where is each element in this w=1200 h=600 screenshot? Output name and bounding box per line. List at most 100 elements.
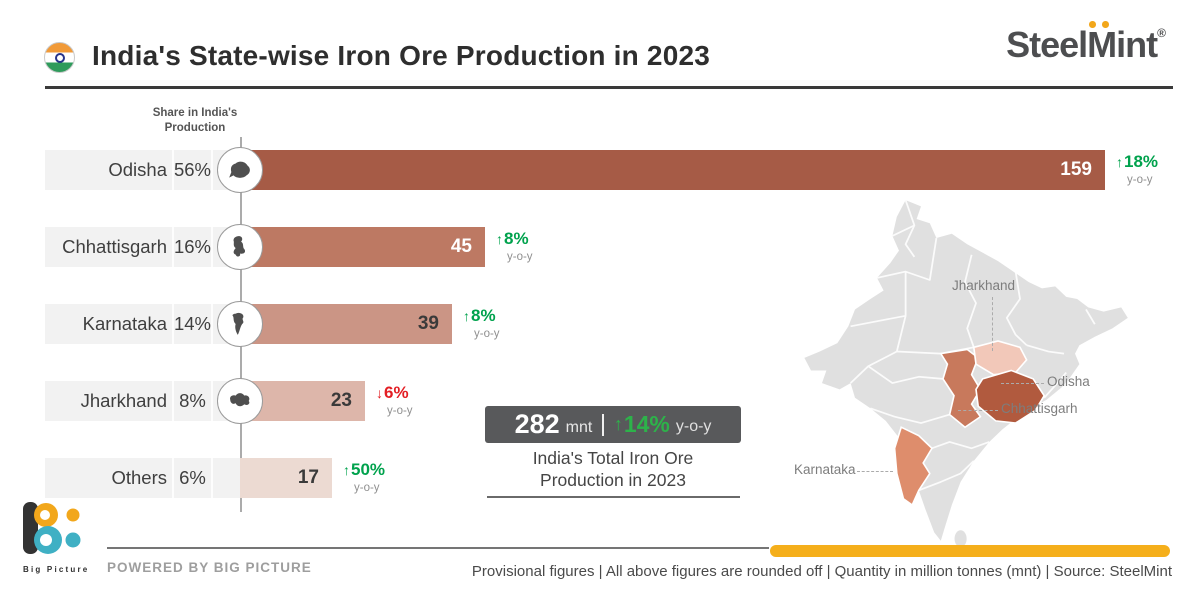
map-label-karnataka: Karnataka [794, 462, 856, 477]
bar-value-label: 17 [297, 467, 319, 488]
india-map-svg [804, 199, 1128, 548]
share-column-header: Share in India's Production [152, 107, 238, 134]
total-yoy-label: y-o-y [675, 417, 712, 435]
up-arrow-icon: ↑ [613, 414, 623, 434]
title-divider [45, 86, 1173, 89]
yoy-percent: 8% [471, 306, 496, 325]
total-yoy-percent: 14% [623, 411, 670, 437]
total-caption: India's Total Iron Ore Production in 202… [532, 448, 694, 490]
cell-divider [172, 304, 174, 344]
yoy-change: ↑8% y-o-y [496, 230, 533, 266]
leader-line [958, 410, 998, 411]
cell-divider [172, 381, 174, 421]
map-label-jharkhand: Jharkhand [952, 278, 1016, 293]
yoy-label: y-o-y [354, 482, 380, 494]
cell-divider [211, 381, 213, 421]
badge-divider [602, 413, 604, 436]
bar-value-label: 23 [330, 390, 352, 411]
state-shape-icon [217, 224, 263, 270]
bar-row: Chhattisgarh 16% 45 ↑8% y-o-y [0, 224, 1200, 270]
bar-row: Karnataka 14% 39 ↑8% y-o-y [0, 301, 1200, 347]
yoy-change: ↑18% y-o-y [1116, 153, 1158, 189]
bar: 39 [240, 304, 452, 344]
yellow-accent-band [770, 545, 1170, 557]
brand-text: Steel [1006, 24, 1088, 65]
share-value: 56% [173, 159, 212, 180]
leader-line [857, 471, 893, 472]
up-arrow-icon: ↑ [463, 308, 470, 324]
steelmint-logo: Steel Mint® [1006, 21, 1166, 66]
yoy-percent: 8% [504, 229, 529, 248]
cell-divider [211, 227, 213, 267]
up-arrow-icon: ↑ [496, 231, 503, 247]
down-arrow-icon: ↓ [376, 385, 383, 401]
row-background [45, 381, 240, 421]
leader-line [992, 297, 993, 351]
yoy-percent: 50% [351, 460, 386, 479]
india-flag-icon [44, 42, 75, 73]
caption-divider [487, 496, 740, 498]
up-arrow-icon: ↑ [1116, 154, 1123, 170]
bar-value-label: 45 [450, 236, 472, 257]
brand-m-dots-icon: M [1087, 21, 1117, 66]
state-label: Odisha [108, 159, 167, 180]
total-value: 282 [514, 409, 560, 439]
row-background [45, 150, 240, 190]
total-production-badge: 282 mnt ↑ 14% y-o-y [485, 406, 741, 443]
state-shape-icon [217, 378, 263, 424]
sri-lanka-shape [954, 530, 967, 548]
footer-divider [107, 547, 769, 549]
big-picture-wordmark: Big Picture [23, 565, 90, 574]
bar-value-label: 159 [1060, 159, 1092, 180]
row-background [45, 304, 240, 344]
india-map: Jharkhand Odisha Chhattisgarh Karnataka [794, 198, 1140, 548]
bar: 17 [240, 458, 332, 498]
cell-divider [211, 150, 213, 190]
state-label: Karnataka [82, 313, 167, 334]
state-shape-icon [217, 301, 263, 347]
cell-divider [172, 227, 174, 267]
registered-mark: ® [1157, 26, 1166, 40]
bar-row: Odisha 56% 159 ↑18% y-o-y [0, 147, 1200, 193]
yoy-percent: 18% [1124, 152, 1159, 171]
share-value: 16% [173, 236, 212, 257]
yoy-change: ↑50% y-o-y [343, 461, 385, 497]
yoy-label: y-o-y [1127, 174, 1153, 186]
bar: 159 [240, 150, 1105, 190]
yoy-label: y-o-y [474, 328, 500, 340]
state-borders [849, 199, 1096, 492]
share-value: 8% [179, 390, 206, 411]
share-value: 6% [179, 467, 206, 488]
row-background [45, 227, 240, 267]
bar: 45 [240, 227, 485, 267]
yoy-label: y-o-y [387, 405, 413, 417]
yoy-percent: 6% [384, 383, 409, 402]
state-shape-icon [217, 147, 263, 193]
chakra-icon [54, 52, 65, 63]
total-unit: mnt [565, 418, 593, 436]
big-picture-logo [23, 502, 81, 554]
powered-by-label: POWERED BY BIG PICTURE [107, 560, 312, 575]
page-title: India's State-wise Iron Ore Production i… [92, 40, 711, 71]
leader-line [1001, 383, 1044, 384]
cell-divider [172, 458, 174, 498]
bar-row: Others 6% 17 ↑50% y-o-y [0, 458, 1200, 498]
footnote: Provisional figures | All above figures … [471, 563, 1172, 580]
map-label-odisha: Odisha [1047, 374, 1090, 389]
cell-divider [211, 458, 213, 498]
map-state-jharkhand [972, 340, 1028, 376]
bar-row: Jharkhand 8% 23 ↓6% y-o-y [0, 378, 1200, 424]
map-label-chhattisgarh: Chhattisgarh [1001, 401, 1078, 416]
yoy-label: y-o-y [507, 251, 533, 263]
yoy-change: ↓6% y-o-y [376, 384, 413, 420]
state-label: Jharkhand [80, 390, 167, 411]
cell-divider [172, 150, 174, 190]
state-label: Others [111, 467, 167, 488]
state-label: Chhattisgarh [62, 236, 167, 257]
row-background [45, 458, 240, 498]
share-value: 14% [173, 313, 212, 334]
map-state-karnataka [893, 426, 934, 507]
bar-value-label: 39 [417, 313, 439, 334]
yoy-change: ↑8% y-o-y [463, 307, 500, 343]
